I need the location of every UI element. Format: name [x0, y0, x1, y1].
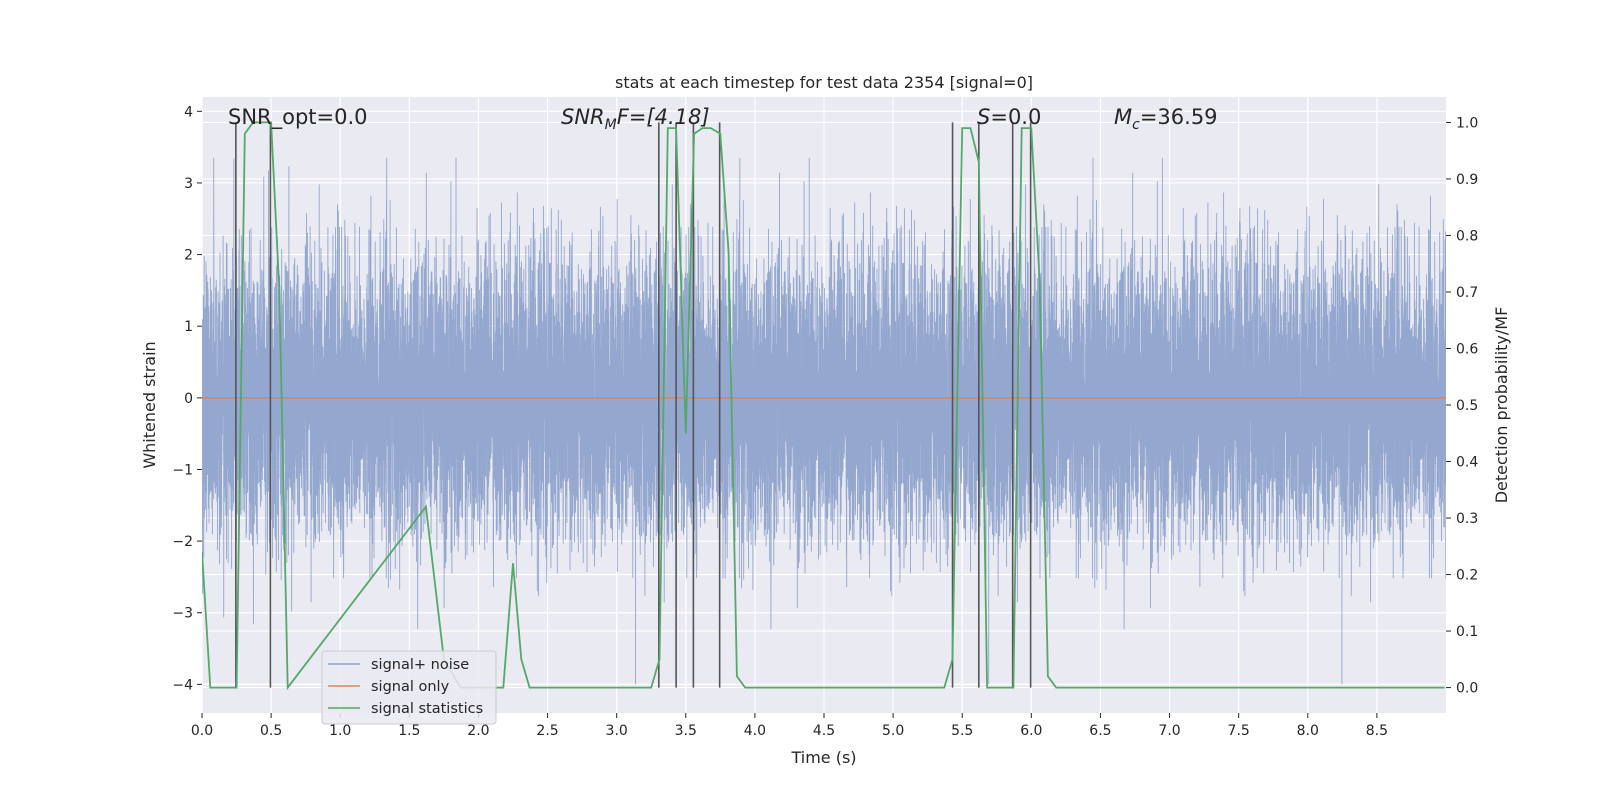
y2-axis-label: Detection probability/MF: [1492, 307, 1511, 504]
y-tick-label-2: 2: [184, 248, 193, 264]
x-tick-label-5: 2.5: [536, 723, 558, 739]
y-tick-label-4: 0: [184, 391, 193, 407]
y2-tick-label-9: 0.1: [1456, 624, 1478, 640]
x-tick-label-3: 1.5: [398, 723, 420, 739]
y-axis-label: Whitened strain: [140, 341, 159, 468]
x-tick-label-7: 3.5: [675, 723, 697, 739]
legend-label-signal-statistics: signal statistics: [371, 701, 483, 717]
x-tick-label-11: 5.5: [951, 723, 973, 739]
x-tick-label-10: 5.0: [882, 723, 904, 739]
x-tick-label-14: 7.0: [1158, 723, 1180, 739]
y2-tick-label-10: 0.0: [1456, 681, 1478, 697]
y2-tick-label-1: 0.9: [1456, 172, 1478, 188]
x-tick-label-4: 2.0: [467, 723, 489, 739]
axes: 0.0 0.5 1.0 1.5 2.0 2.5 3.0 3.5 4.0 4.5 5.0 5.5 6.0 6…: [172, 104, 1478, 739]
annotation-snr-opt: SNR_opt=0.0: [228, 105, 368, 130]
x-tick-label-8: 4.0: [744, 723, 766, 739]
annotation-snr-mf: SNRMF=[4.18]: [561, 105, 710, 133]
series-signal-noise: [202, 157, 1446, 685]
y2-tick-label-8: 0.2: [1456, 568, 1478, 584]
y2-tick-label-6: 0.4: [1456, 455, 1478, 471]
x-tick-label-6: 3.0: [606, 723, 628, 739]
y2-tick-label-7: 0.3: [1456, 511, 1478, 527]
x-tick-label-16: 8.0: [1297, 723, 1319, 739]
y-tick-label-7: −3: [172, 606, 193, 622]
annotation-s: S=0.0: [977, 105, 1041, 129]
x-tick-label-13: 6.5: [1089, 723, 1111, 739]
x-tick-label-15: 7.5: [1228, 723, 1250, 739]
x-tick-label-17: 8.5: [1366, 723, 1388, 739]
x-tick-label-1: 0.5: [260, 723, 282, 739]
y2-tick-label-0: 1.0: [1456, 115, 1478, 131]
x-tick-label-9: 4.5: [813, 723, 835, 739]
y-tick-label-1: 3: [184, 176, 193, 192]
y2-tick-label-2: 0.8: [1456, 228, 1478, 244]
y-tick-label-0: 4: [184, 104, 193, 120]
x-tick-label-12: 6.0: [1020, 723, 1042, 739]
chart-title: stats at each timestep for test data 235…: [615, 73, 1033, 92]
y2-tick-label-3: 0.7: [1456, 285, 1478, 301]
legend: signal+ noise signal only signal statist…: [321, 650, 497, 725]
y-tick-label-8: −4: [172, 677, 193, 693]
x-axis-label: Time (s): [790, 748, 856, 767]
x-tick-label-0: 0.0: [191, 723, 213, 739]
y2-tick-label-4: 0.6: [1456, 341, 1478, 357]
y-tick-label-5: −1: [172, 462, 193, 478]
y-tick-label-6: −2: [172, 534, 193, 550]
legend-label-signal-only: signal only: [371, 679, 450, 695]
y2-tick-label-5: 0.5: [1456, 398, 1478, 414]
legend-label-signal-noise: signal+ noise: [371, 657, 469, 673]
series-signal-statistics: [202, 121, 1445, 691]
annotation-mc: Mc=36.59: [1114, 105, 1218, 133]
x-tick-label-2: 1.0: [329, 723, 351, 739]
y-tick-label-3: 1: [184, 319, 193, 335]
